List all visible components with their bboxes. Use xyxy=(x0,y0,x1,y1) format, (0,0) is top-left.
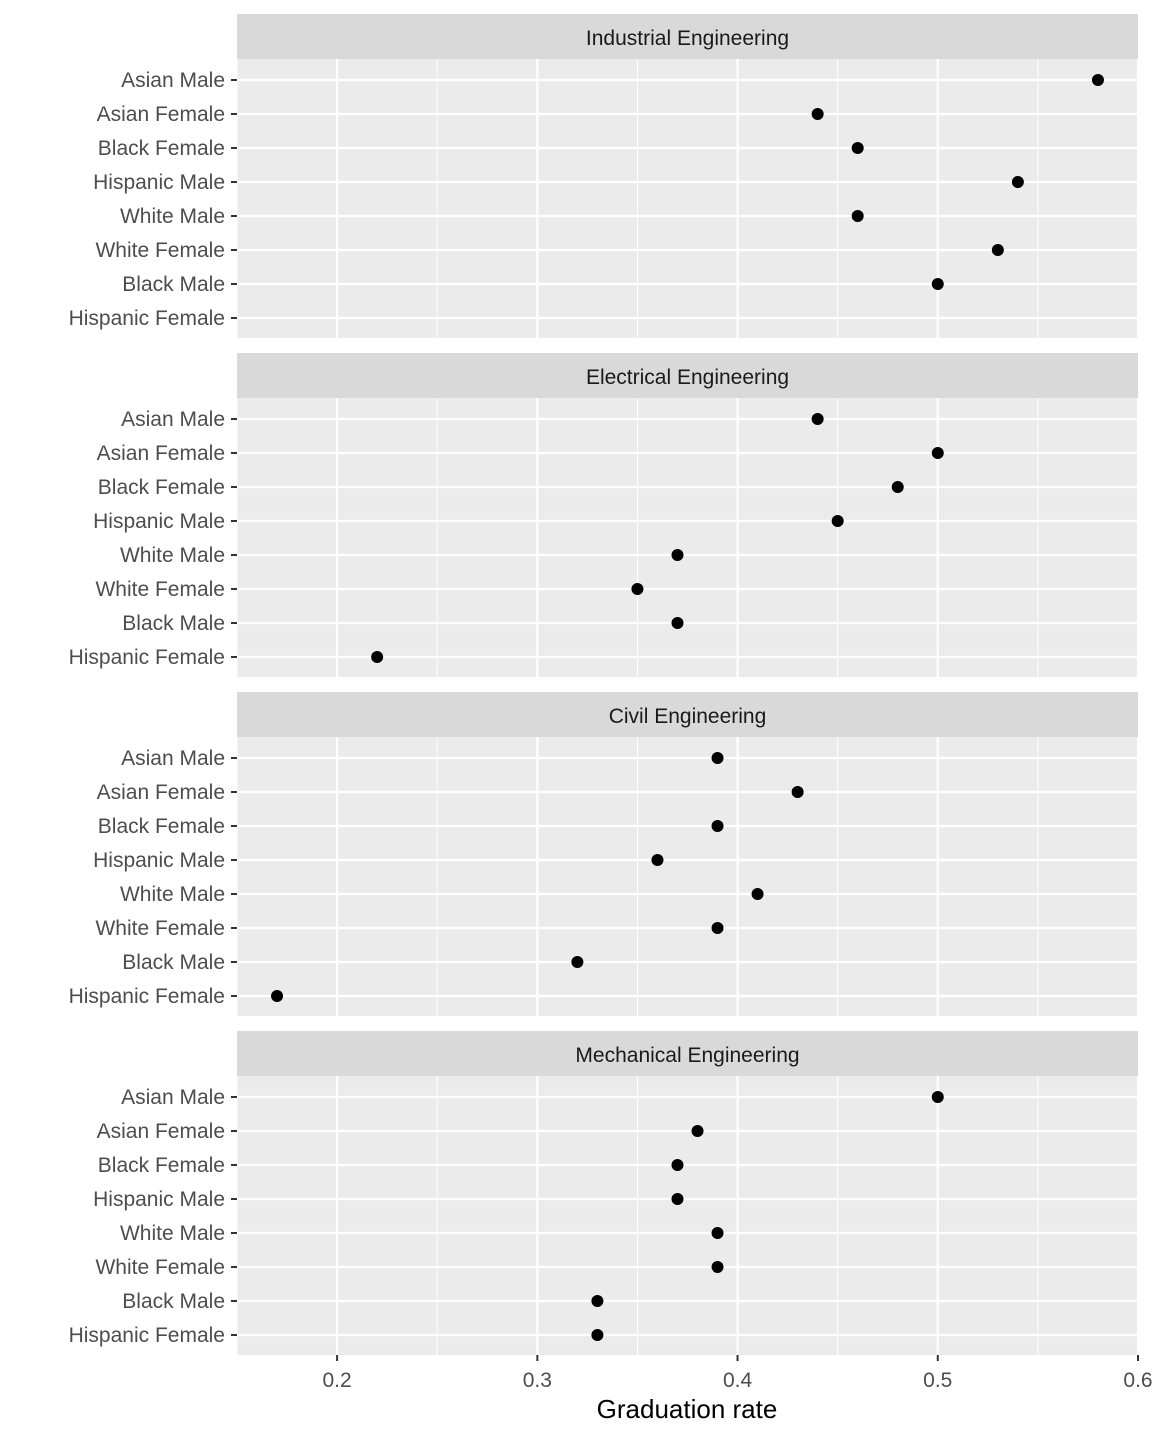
y-tick-label: Asian Female xyxy=(97,103,225,126)
data-point xyxy=(751,888,764,900)
panel-background xyxy=(237,59,1138,338)
facet-title: Mechanical Engineering xyxy=(575,1044,799,1067)
facet-panel: Electrical Engineering Asian Male Asian Fe… xyxy=(69,353,1140,677)
y-tick-label: Black Male xyxy=(122,612,225,635)
y-tick-label: Black Female xyxy=(98,476,225,499)
x-tick-label: 0.6 xyxy=(1123,1369,1152,1392)
y-tick-label: White Female xyxy=(95,917,225,940)
y-tick-label: Hispanic Female xyxy=(69,985,225,1008)
data-point xyxy=(791,786,804,798)
y-tick-label: Black Female xyxy=(98,1154,225,1177)
panel-background xyxy=(237,398,1138,677)
y-tick-label: Hispanic Male xyxy=(93,171,225,194)
data-point xyxy=(831,515,844,527)
data-point xyxy=(931,1091,944,1103)
data-point xyxy=(931,278,944,290)
x-tick-label: 0.2 xyxy=(323,1369,352,1392)
data-point xyxy=(711,1261,724,1273)
data-point xyxy=(891,481,904,493)
data-point xyxy=(571,956,584,968)
facet-strip xyxy=(237,1031,1138,1076)
facet-panel: Civil Engineering Asian Male Asian Female B… xyxy=(69,692,1140,1016)
y-tick-label: Black Male xyxy=(122,951,225,974)
data-point xyxy=(711,1227,724,1239)
data-point xyxy=(711,752,724,764)
y-tick-label: White Male xyxy=(120,883,225,906)
y-tick-label: White Female xyxy=(95,1256,225,1279)
data-point xyxy=(591,1295,604,1307)
data-point xyxy=(851,210,864,222)
data-point xyxy=(811,108,824,120)
y-tick-label: White Male xyxy=(120,1222,225,1245)
y-tick-label: Asian Male xyxy=(121,1086,225,1109)
facet-strip xyxy=(237,692,1138,737)
data-point xyxy=(591,1329,604,1341)
y-tick-label: Black Male xyxy=(122,273,225,296)
facet-title: Civil Engineering xyxy=(609,705,767,728)
data-point xyxy=(631,583,644,595)
data-point xyxy=(711,820,724,832)
y-tick-label: Black Female xyxy=(98,815,225,838)
y-tick-label: Asian Female xyxy=(97,781,225,804)
y-tick-label: Black Male xyxy=(122,1290,225,1313)
data-point xyxy=(1011,176,1024,188)
panel-background xyxy=(237,1076,1138,1355)
facet-strip xyxy=(237,14,1138,59)
y-tick-label: Asian Female xyxy=(97,442,225,465)
y-tick-label: White Male xyxy=(120,205,225,228)
facet-strip xyxy=(237,353,1138,398)
x-tick-label: 0.4 xyxy=(723,1369,753,1392)
data-point xyxy=(271,990,284,1002)
data-point xyxy=(711,922,724,934)
facet-title: Industrial Engineering xyxy=(586,27,789,50)
data-point xyxy=(371,651,384,663)
y-tick-label: White Male xyxy=(120,544,225,567)
y-tick-label: Hispanic Female xyxy=(69,1324,225,1347)
y-tick-label: White Female xyxy=(95,578,225,601)
data-point xyxy=(851,142,864,154)
facet-panel: Mechanical Engineering Asian Male Asian Fe… xyxy=(69,1031,1140,1355)
y-tick-label: Hispanic Male xyxy=(93,1188,225,1211)
y-tick-label: Asian Male xyxy=(121,747,225,770)
panel-background xyxy=(237,737,1138,1016)
facet-title: Electrical Engineering xyxy=(586,366,789,389)
data-point xyxy=(671,617,684,629)
y-tick-label: White Female xyxy=(95,239,225,262)
facet-panel: Industrial Engineering Asian Male Asian Fe… xyxy=(69,14,1140,338)
y-tick-label: Asian Female xyxy=(97,1120,225,1143)
data-point xyxy=(811,413,824,425)
y-tick-label: Black Female xyxy=(98,137,225,160)
y-tick-label: Asian Male xyxy=(121,408,225,431)
data-point xyxy=(1091,74,1104,86)
x-axis-title: Graduation rate xyxy=(597,1394,778,1424)
data-point xyxy=(671,1193,684,1205)
x-tick-label: 0.3 xyxy=(523,1369,552,1392)
y-tick-label: Hispanic Male xyxy=(93,849,225,872)
data-point xyxy=(671,1159,684,1171)
data-point xyxy=(651,854,664,866)
data-point xyxy=(671,549,684,561)
y-tick-label: Hispanic Female xyxy=(69,307,225,330)
data-point xyxy=(931,447,944,459)
x-axis: 0.2 0.3 0.4 0.5 0.6 xyxy=(323,1355,1152,1392)
data-point xyxy=(991,244,1004,256)
data-point xyxy=(691,1125,704,1137)
y-tick-label: Hispanic Male xyxy=(93,510,225,533)
x-tick-label: 0.5 xyxy=(923,1369,952,1392)
y-tick-label: Asian Male xyxy=(121,69,225,92)
y-tick-label: Hispanic Female xyxy=(69,646,225,669)
